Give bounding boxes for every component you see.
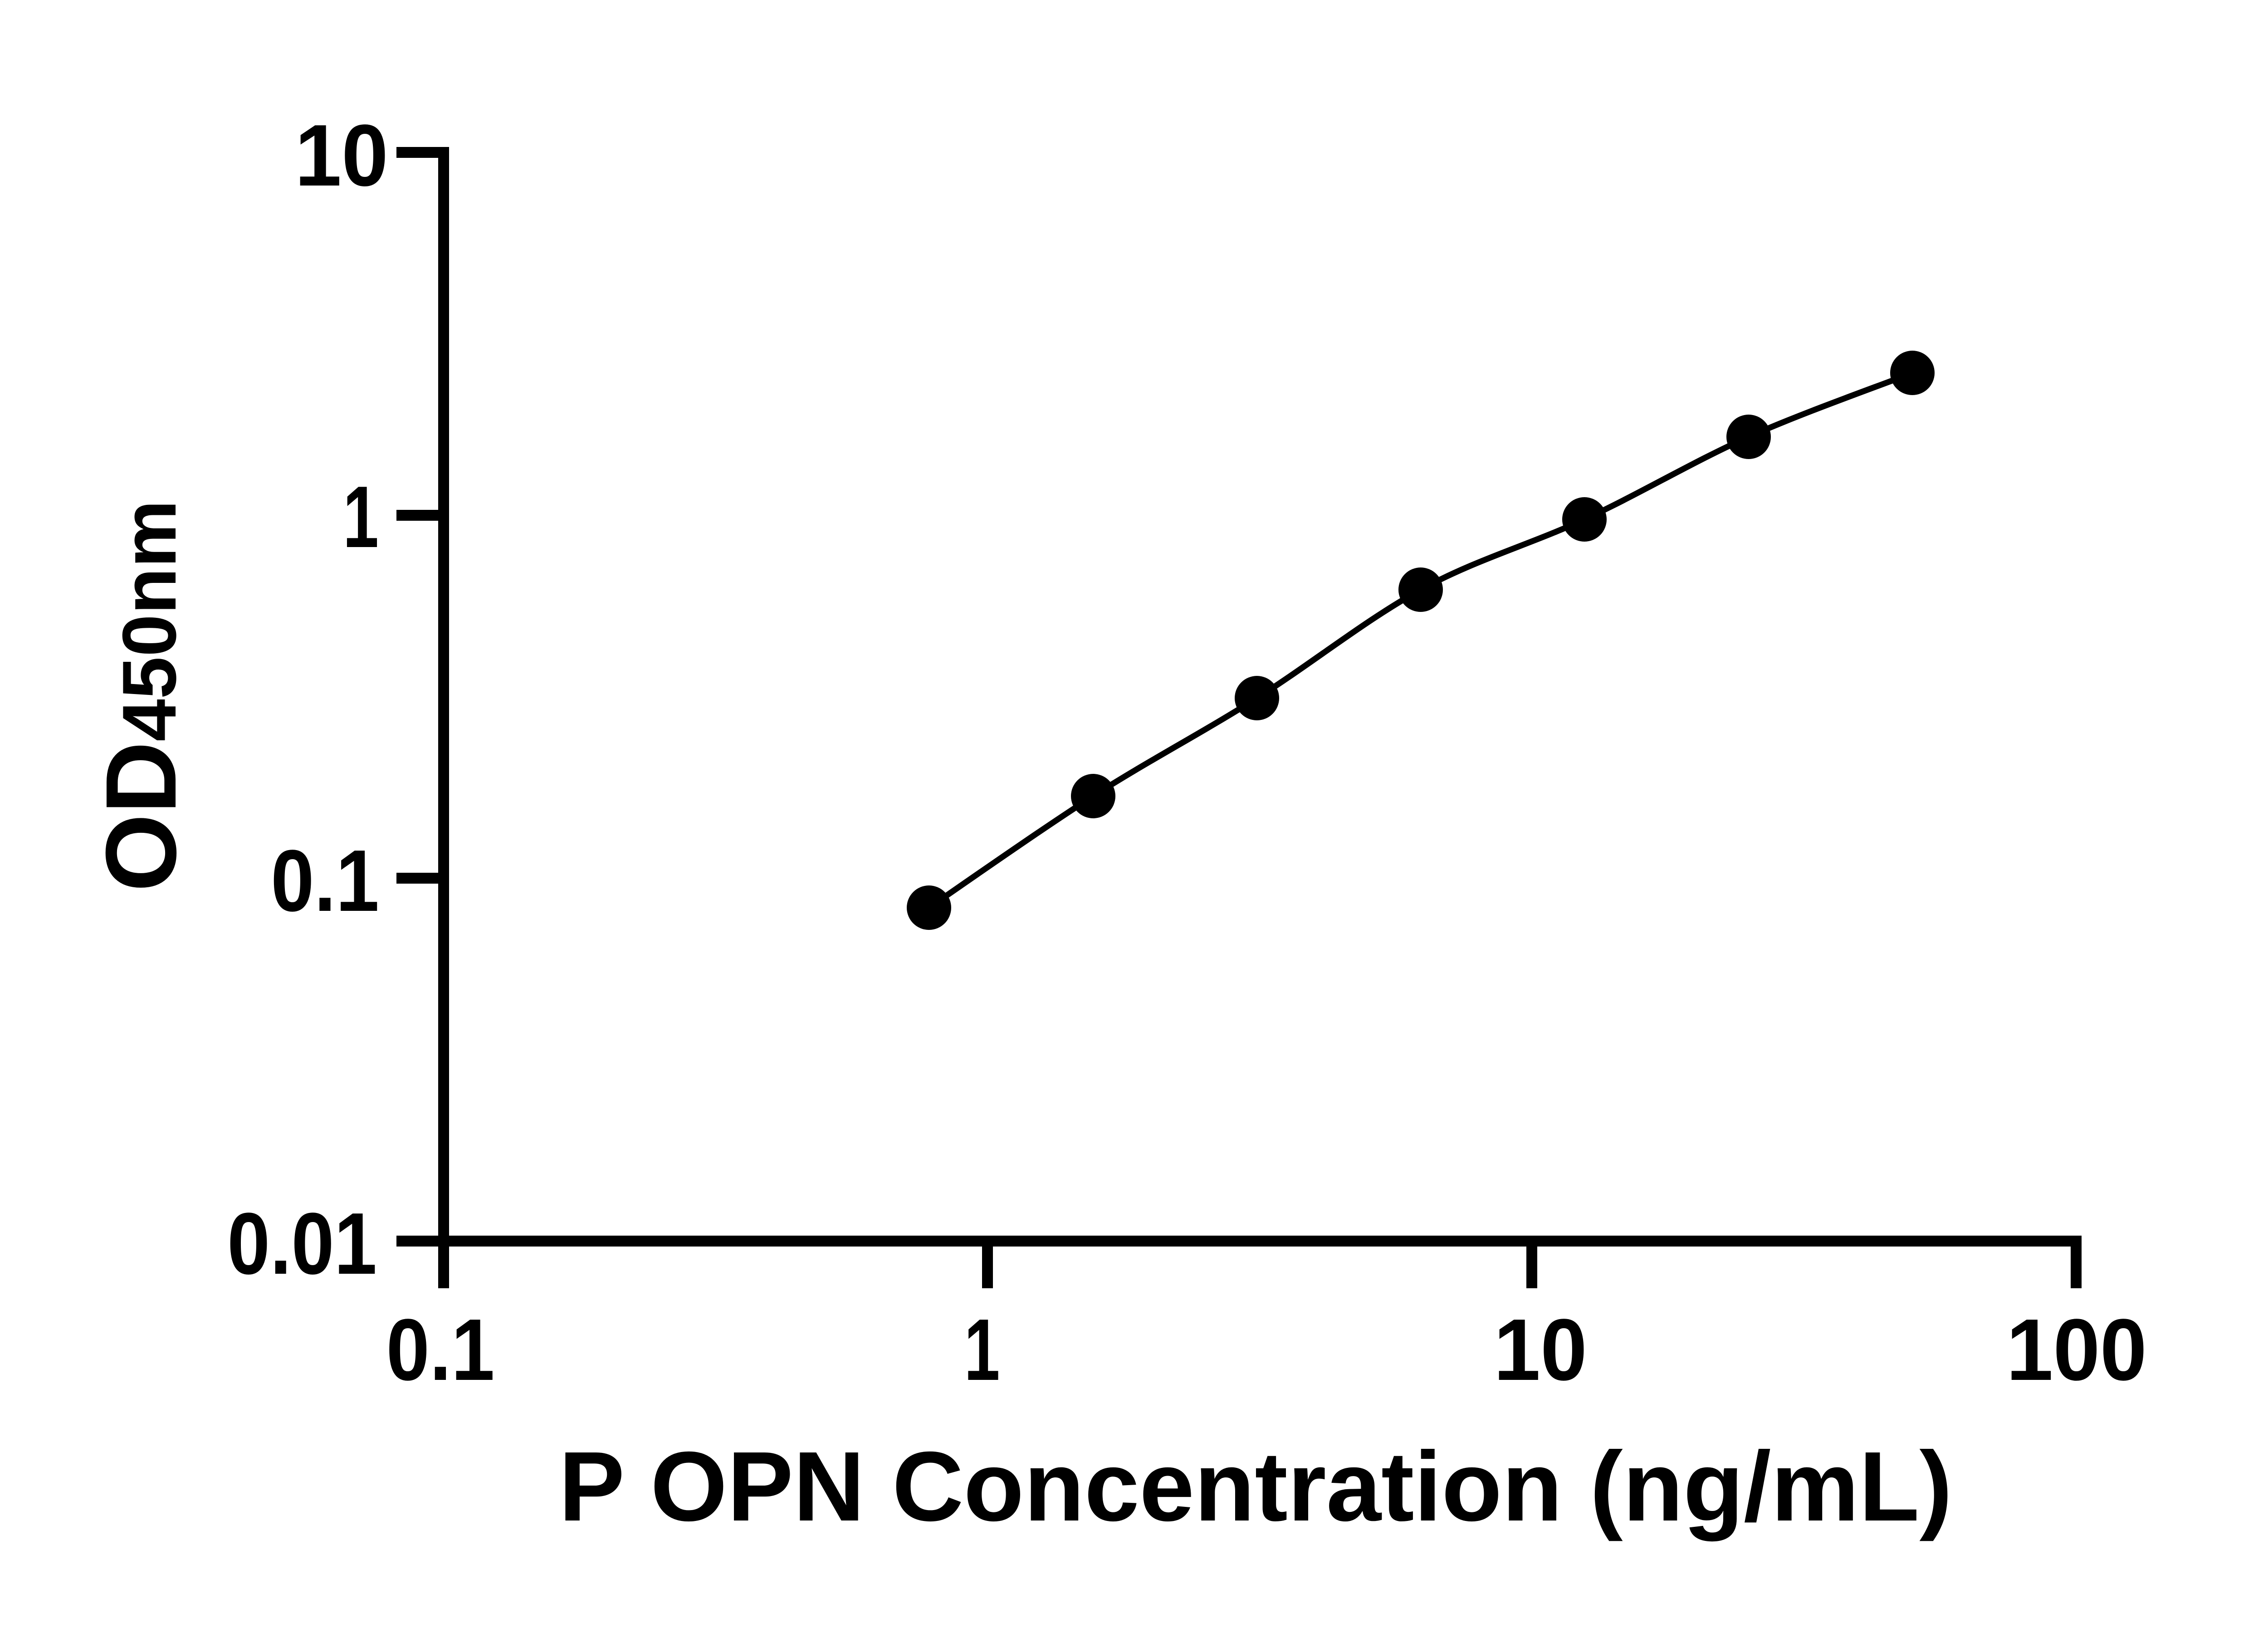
svg-text:1: 1	[964, 1301, 1000, 1398]
svg-text:0.01: 0.01	[227, 1194, 377, 1292]
svg-text:P OPN Concentration (ng/mL): P OPN Concentration (ng/mL)	[559, 1432, 1952, 1542]
svg-text:10: 10	[295, 106, 388, 204]
svg-text:OD450nm: OD450nm	[85, 500, 197, 892]
svg-text:100: 100	[2006, 1301, 2147, 1398]
svg-text:10: 10	[1494, 1301, 1587, 1398]
svg-text:0.1: 0.1	[271, 831, 379, 929]
svg-text:1: 1	[343, 468, 379, 566]
svg-text:0.1: 0.1	[386, 1301, 495, 1398]
